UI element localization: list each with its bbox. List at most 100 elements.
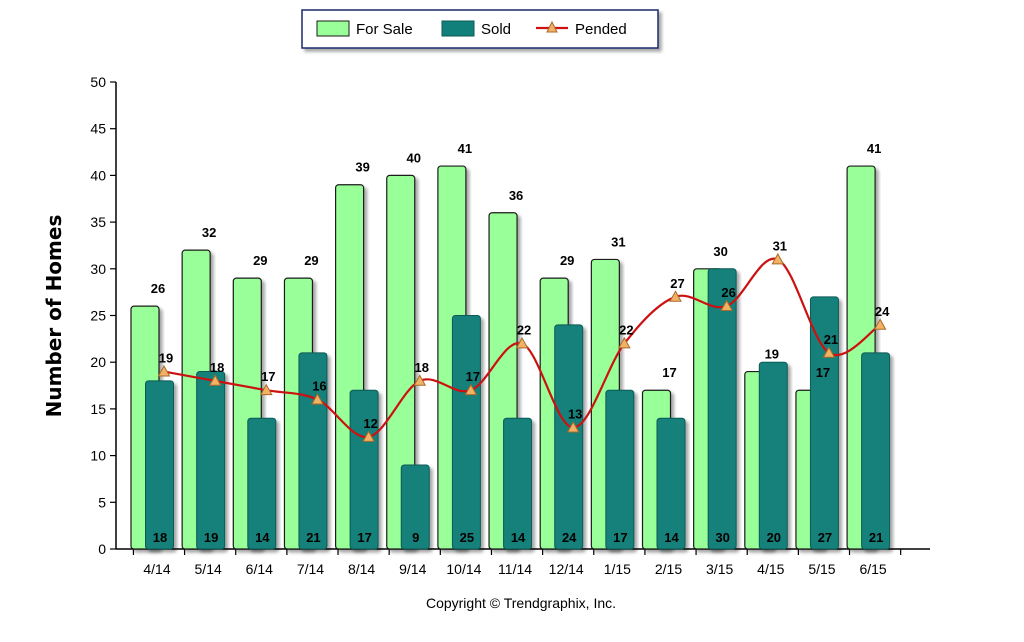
y-tick-label: 25 [90,308,106,324]
legend-label-pended: Pended [575,21,627,38]
for-sale-value-label: 30 [713,244,727,259]
sold-value-label: 14 [664,530,679,545]
sold-bar [400,464,430,550]
x-tick-label: 12/14 [549,561,584,577]
pended-value-label: 17 [261,369,275,384]
for-sale-value-label: 39 [355,160,369,175]
pended-marker [669,290,682,302]
y-tick-label: 10 [90,448,106,464]
pended-value-label: 18 [415,360,429,375]
y-tick-label: 15 [90,401,106,417]
x-tick-label: 4/14 [143,561,170,577]
sold-bar [707,268,737,550]
pended-marker [464,383,478,396]
x-tick-label: 5/14 [195,561,222,577]
pended-marker [515,336,529,349]
x-tick-label: 1/15 [604,561,631,577]
sold-bar [247,417,277,550]
pended-value-label: 22 [619,323,633,338]
pended-marker [771,252,785,265]
x-tick-label: 11/14 [498,561,532,577]
pended-marker [720,299,733,312]
x-tick-label: 5/15 [808,561,835,577]
for-sale-value-label: 36 [509,188,523,203]
pended-marker [208,374,222,386]
sold-value-label: 30 [715,530,729,545]
pended-value-label: 17 [466,369,480,384]
pended-value-label: 21 [824,332,838,347]
y-tick-label: 30 [90,261,106,277]
pended-marker [566,421,580,433]
pended-value-label: 12 [363,416,377,431]
pended-value-label: 19 [159,351,173,366]
sold-value-label: 21 [869,530,883,545]
pended-value-label: 16 [312,379,326,394]
x-tick-label: 6/14 [246,561,273,577]
y-tick-label: 50 [90,74,106,90]
sold-bar [809,296,839,550]
sold-bar [196,371,226,550]
legend-label-for-sale: For Sale [356,21,413,38]
copyright-footer: Copyright © Trendgraphix, Inc. [426,595,616,611]
for-sale-value-label: 17 [662,365,676,380]
y-tick-label: 35 [90,214,106,230]
sold-value-label: 17 [357,530,371,545]
for-sale-value-label: 17 [816,365,830,380]
sold-bar [503,417,533,550]
for-sale-value-label: 41 [458,141,472,156]
pended-line [157,252,887,442]
for-sale-value-label: 41 [867,141,881,156]
pended-marker [822,346,836,358]
legend-swatch-sold [441,20,475,37]
sold-value-label: 25 [460,530,474,545]
legend: For Sale Sold Pended [301,9,659,49]
sold-value-label: 21 [306,530,320,545]
legend-box [301,9,659,49]
for-sale-value-label: 29 [560,253,574,268]
y-tick-label: 45 [90,121,106,137]
sold-bar [145,380,174,550]
for-sale-bar [386,174,416,550]
sold-bar [349,389,379,550]
pended-value-label: 13 [568,407,582,422]
for-sale-value-label: 32 [202,225,216,240]
x-tick-label: 6/15 [859,561,886,577]
pended-value-label: 26 [721,285,735,300]
sold-value-label: 14 [511,530,526,545]
sold-bar [861,352,891,550]
x-tick-label: 9/14 [399,561,426,577]
sold-value-label: 14 [255,530,270,545]
y-axis-label: Number of Homes [42,215,66,418]
sold-bar [605,389,635,550]
bars [130,165,891,550]
sold-value-label: 18 [153,530,167,545]
pended-marker [157,365,171,377]
pended-marker [259,383,273,396]
sold-value-label: 9 [412,530,419,545]
pended-value-label: 31 [773,238,787,253]
pended-series-line [163,257,881,439]
y-tick-label: 40 [90,167,106,183]
sold-value-label: 27 [818,530,832,545]
y-tick-label: 0 [98,541,106,557]
sold-bar [554,324,584,550]
pended-marker [362,430,375,442]
x-tick-label: 2/15 [655,561,682,577]
legend-swatch-for-sale [316,20,350,37]
pended-value-label: 24 [875,304,890,319]
pended-value-label: 27 [670,276,684,291]
y-tick-label: 5 [98,494,106,510]
for-sale-value-label: 29 [253,253,267,268]
for-sale-value-label: 29 [304,253,318,268]
x-tick-label: 3/15 [706,561,733,577]
sold-value-label: 20 [767,530,781,545]
x-tick-label: 8/14 [348,561,375,577]
sold-bar [451,315,481,550]
pended-marker [413,374,427,386]
x-tick-label: 7/14 [297,561,324,577]
sold-bar [656,417,686,550]
y-tick-label: 20 [90,354,106,370]
x-tick-label: 10/14 [446,561,481,577]
